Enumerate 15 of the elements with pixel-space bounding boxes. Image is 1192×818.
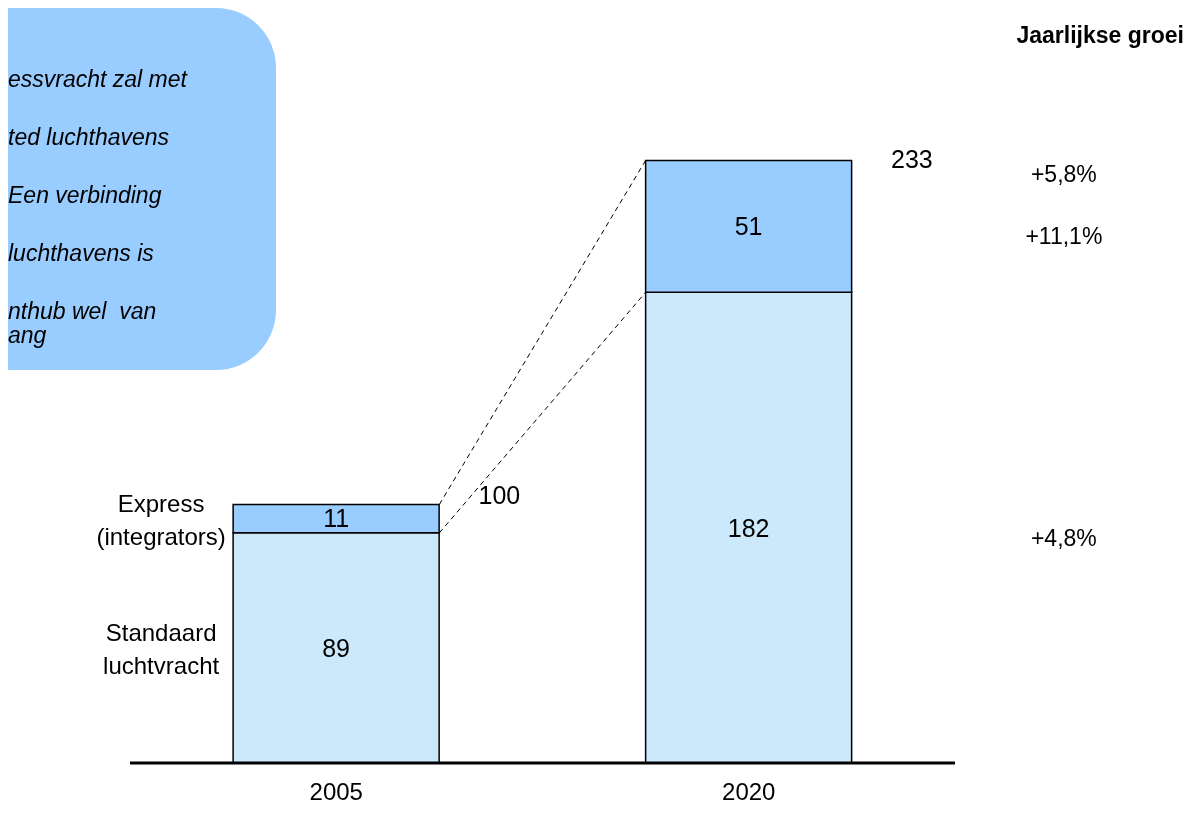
data-label: 51: [734, 212, 763, 241]
x-tick-label: 2020: [722, 778, 776, 806]
total-label: 100: [478, 481, 521, 510]
series-label: Express (integrators): [96, 489, 226, 550]
text: +4,8%: [1030, 524, 1097, 551]
total-label: 233: [891, 145, 933, 174]
text: +5,8%: [1030, 161, 1097, 188]
text: Jaarlijkse groei: [1016, 22, 1184, 49]
data-label: 182: [727, 513, 770, 542]
series-label: Standaard luchtvracht: [103, 618, 220, 679]
callout-box: essvracht zal met ted luchthavens Een verbinding luchthavens is nthub wel van ang: [8, 8, 276, 370]
x-tick-label: 2005: [309, 778, 363, 806]
data-label: 11: [323, 504, 350, 533]
data-label: 89: [322, 633, 351, 662]
text: +11,1%: [1025, 223, 1103, 250]
